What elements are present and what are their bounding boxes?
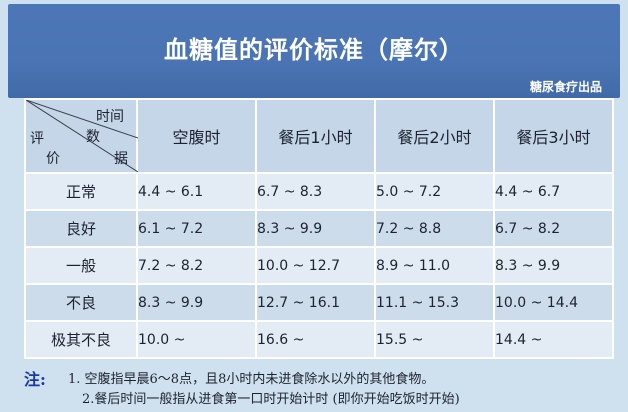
table-cell: 6.1 ~ 7.2 xyxy=(136,209,257,248)
row-label: 极其不良 xyxy=(24,320,138,359)
table-cell: 7.2 ~ 8.8 xyxy=(374,209,495,248)
table-cell: 8.3 ~ 9.9 xyxy=(136,283,257,322)
column-header-3h: 餐后3小时 xyxy=(493,98,614,174)
table-cell: 10.0 ~ 14.4 xyxy=(493,283,614,322)
page-title: 血糖值的评价标准（摩尔） xyxy=(164,36,464,64)
table-cell: 8.3 ~ 9.9 xyxy=(255,209,376,248)
table-cell: 5.0 ~ 7.2 xyxy=(374,172,495,211)
corner-diagonal-lines xyxy=(26,100,138,172)
table-cell: 6.7 ~ 8.2 xyxy=(493,209,614,248)
table-cell: 15.5 ~ xyxy=(374,320,495,359)
row-label: 正常 xyxy=(24,172,138,211)
column-header-fasting: 空腹时 xyxy=(136,98,257,174)
corner-label-jia: 价 xyxy=(46,151,60,167)
table-cell: 7.2 ~ 8.2 xyxy=(136,246,257,285)
table-cell: 16.6 ~ xyxy=(255,320,376,359)
blood-glucose-table: 时间 数 评 价 据 空腹时 餐后1小时 餐后2小时 餐后3小时 正常 4.4 … xyxy=(24,98,614,359)
table-cell: 4.4 ~ 6.7 xyxy=(493,172,614,211)
table-cell: 12.7 ~ 16.1 xyxy=(255,283,376,322)
note-item-2: 2.餐后时间一般指从进食第一口时开始计时 (即你开始吃饭时开始) xyxy=(82,392,460,407)
table-cell: 4.4 ~ 6.1 xyxy=(136,172,257,211)
column-header-2h: 餐后2小时 xyxy=(374,98,495,174)
corner-label-ju: 据 xyxy=(114,151,128,167)
table-row: 良好 6.1 ~ 7.2 8.3 ~ 9.9 7.2 ~ 8.8 6.7 ~ 8… xyxy=(24,209,614,248)
table-cell: 8.3 ~ 9.9 xyxy=(493,246,614,285)
table-cell: 14.4 ~ xyxy=(493,320,614,359)
column-header-1h: 餐后1小时 xyxy=(255,98,376,174)
table-cell: 8.9 ~ 11.0 xyxy=(374,246,495,285)
table-cell: 10.0 ~ 12.7 xyxy=(255,246,376,285)
table-corner-cell: 时间 数 评 价 据 xyxy=(24,98,138,174)
title-banner: 血糖值的评价标准（摩尔） 糖尿食疗出品 xyxy=(8,4,620,98)
table-row: 一般 7.2 ~ 8.2 10.0 ~ 12.7 8.9 ~ 11.0 8.3 … xyxy=(24,246,614,285)
table-cell: 11.1 ~ 15.3 xyxy=(374,283,495,322)
row-label: 良好 xyxy=(24,209,138,248)
notes-label: 注: xyxy=(24,370,46,389)
corner-label-time: 时间 xyxy=(96,109,124,125)
row-label: 一般 xyxy=(24,246,138,285)
row-label: 不良 xyxy=(24,283,138,322)
table-row: 正常 4.4 ~ 6.1 6.7 ~ 8.3 5.0 ~ 7.2 4.4 ~ 6… xyxy=(24,172,614,211)
table-row: 极其不良 10.0 ~ 16.6 ~ 15.5 ~ 14.4 ~ xyxy=(24,320,614,359)
table-row: 不良 8.3 ~ 9.9 12.7 ~ 16.1 11.1 ~ 15.3 10.… xyxy=(24,283,614,322)
corner-label-shu: 数 xyxy=(86,129,100,145)
source-label: 糖尿食疗出品 xyxy=(529,80,602,94)
note-item-1: 1. 空腹指早晨6～8点，且8小时内未进食除水以外的其他食物。 xyxy=(68,372,435,387)
corner-label-ping: 评 xyxy=(30,131,44,147)
table-cell: 10.0 ~ xyxy=(136,320,257,359)
table-header-row: 时间 数 评 价 据 空腹时 餐后1小时 餐后2小时 餐后3小时 xyxy=(24,98,614,174)
table-cell: 6.7 ~ 8.3 xyxy=(255,172,376,211)
